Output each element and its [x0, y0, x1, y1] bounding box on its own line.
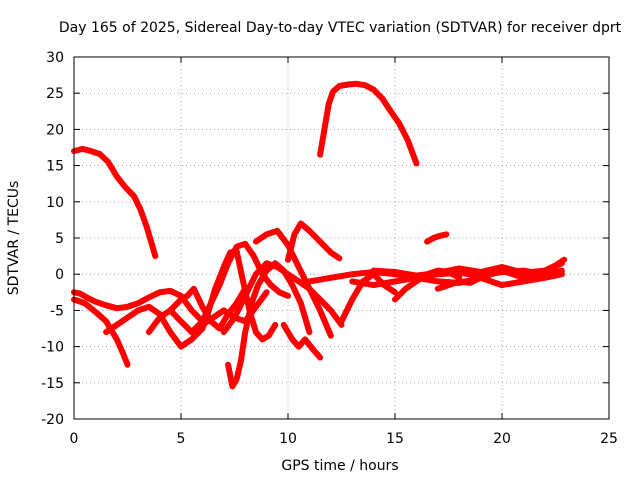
x-tick-label: 20: [493, 431, 511, 447]
x-tick-label: 25: [600, 431, 618, 447]
series-arc-21: [434, 256, 568, 292]
series-arc-16: [338, 271, 398, 325]
y-tick-labels: -20 -15 -10 -5 0 5 10 15 20 25 30: [41, 50, 64, 428]
series-arc-20: [392, 267, 463, 303]
x-tick-label: 5: [177, 431, 186, 447]
chart-title: Day 165 of 2025, Sidereal Day-to-day VTE…: [59, 20, 622, 36]
series-arc-1: [71, 145, 159, 260]
x-axis-label: GPS time / hours: [281, 458, 398, 474]
x-tick-labels: 0 5 10 15 20 25: [70, 431, 618, 447]
y-tick-label: 25: [46, 86, 64, 102]
y-tick-label: 15: [46, 159, 64, 175]
series-arc-14: [285, 220, 343, 263]
y-tick-label: -10: [41, 340, 64, 356]
series-arc-12: [220, 260, 345, 336]
x-tick-label: 0: [70, 431, 79, 447]
y-tick-label: -20: [41, 412, 64, 428]
series-arc-13: [252, 227, 334, 339]
y-axis-label: SDTVAR / TECUs: [6, 181, 22, 296]
x-tick-label: 10: [279, 431, 297, 447]
y-tick-label: 10: [46, 195, 64, 211]
series-arc-10: [199, 248, 279, 343]
grid-lines: [74, 57, 609, 419]
series-arc-15: [280, 321, 324, 361]
y-tick-label: 5: [55, 231, 64, 247]
series-arc-11: [225, 260, 313, 390]
y-tick-label: 20: [46, 122, 64, 138]
y-tick-label: -5: [50, 303, 64, 319]
series-arc-5: [71, 296, 131, 368]
series-arc-19: [370, 260, 565, 279]
y-tick-label: -15: [41, 376, 64, 392]
data-series-group: [71, 80, 568, 390]
axis-ticks: [73, 56, 610, 420]
y-tick-label: 30: [46, 50, 64, 66]
y-tick-label: 0: [55, 267, 64, 283]
series-arc-3: [424, 231, 450, 245]
x-tick-label: 15: [386, 431, 404, 447]
series-arc-6: [103, 303, 206, 350]
series-arc-4: [71, 287, 206, 325]
series-arc-2: [317, 80, 420, 167]
